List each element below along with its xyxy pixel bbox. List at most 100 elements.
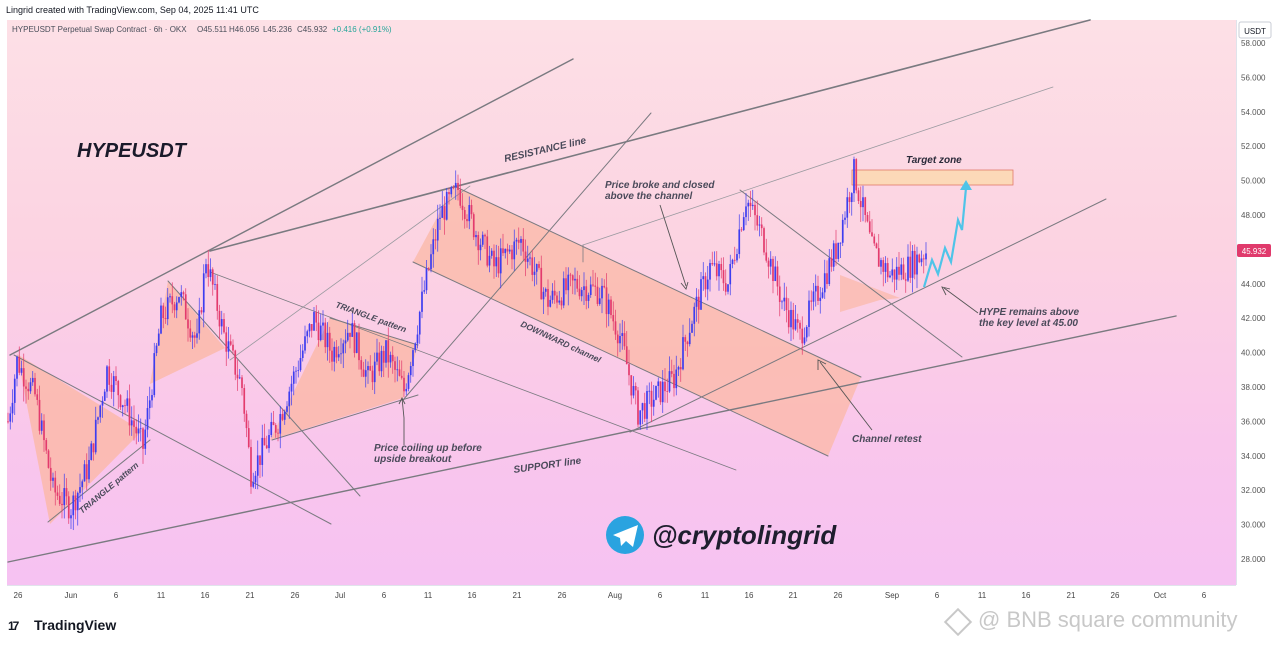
y-tick-label: 42.000: [1241, 314, 1266, 323]
candle-body: [490, 250, 493, 256]
candle-body: [160, 305, 162, 334]
candle-body: [691, 323, 693, 333]
x-tick-label: 21: [789, 591, 798, 600]
candle-body: [729, 264, 732, 285]
ohlc-open: O45.511: [197, 25, 228, 34]
candle-body: [769, 258, 772, 267]
candle-body: [745, 206, 747, 218]
candle-body: [666, 391, 669, 392]
candle-body: [882, 260, 885, 272]
candle-body: [679, 367, 682, 370]
candle-body: [688, 332, 691, 345]
candle-body: [227, 341, 230, 352]
candle-body: [749, 202, 752, 207]
candle-body: [805, 326, 808, 338]
time-axis[interactable]: [7, 585, 1236, 608]
candle-body: [236, 374, 239, 379]
candle-body: [398, 369, 401, 376]
candle-body: [812, 291, 815, 302]
candle-body: [488, 255, 491, 266]
ohlc-low: L45.236: [263, 25, 292, 34]
candle-body: [409, 366, 412, 376]
candle-body: [619, 336, 621, 344]
candle-body: [661, 381, 664, 403]
candle-body: [146, 408, 149, 430]
candle-body: [389, 354, 392, 363]
candle-body: [756, 215, 759, 226]
candle-body: [841, 219, 844, 243]
candle-body: [151, 395, 153, 401]
candle-body: [522, 238, 525, 252]
candle-body: [234, 350, 237, 375]
candle-body: [355, 332, 358, 353]
candle-body: [796, 319, 799, 323]
candle-body: [839, 242, 842, 244]
candle-body: [394, 361, 396, 370]
x-tick-label: 11: [701, 591, 710, 600]
candle-body: [162, 305, 165, 319]
candle-body: [169, 296, 171, 298]
candle-body: [718, 263, 720, 277]
candle-body: [382, 350, 385, 363]
candle-body: [202, 273, 205, 313]
candle-body: [263, 437, 266, 446]
candle-body: [214, 283, 216, 285]
retest-arrow-head: [817, 359, 827, 370]
candle-body: [36, 394, 39, 400]
candle-body: [286, 406, 288, 412]
telegram-handle[interactable]: @cryptolingrid: [652, 520, 837, 550]
candle-body: [155, 345, 158, 354]
candle-body: [88, 459, 90, 480]
candle-body: [542, 291, 545, 300]
price-axis[interactable]: [1236, 20, 1280, 585]
candle-body: [45, 440, 48, 451]
candle-body: [189, 328, 192, 338]
candle-body: [704, 276, 707, 290]
y-tick-label: 54.000: [1241, 108, 1266, 117]
candle-body: [436, 218, 439, 241]
candle-body: [641, 403, 644, 411]
candle-body: [229, 341, 232, 345]
candle-body: [99, 405, 102, 418]
candle-body: [574, 278, 576, 281]
candle-body: [304, 336, 306, 351]
candle-body: [686, 341, 689, 345]
candle-body: [443, 206, 446, 220]
candle-body: [862, 197, 864, 208]
candle-body: [562, 278, 565, 306]
candle-body: [157, 333, 160, 346]
candle-body: [589, 284, 592, 295]
candle-body: [164, 318, 167, 320]
candle-body: [742, 217, 745, 231]
candle-body: [385, 340, 387, 363]
x-tick-label: 26: [14, 591, 23, 600]
candle-body: [243, 388, 246, 414]
credit-text: Lingrid created with TradingView.com, Se…: [6, 5, 259, 15]
candle-body: [639, 410, 642, 425]
candle-body: [79, 487, 81, 493]
candle-body: [868, 221, 871, 233]
candle-body: [56, 492, 59, 496]
telegram-plane-icon: [613, 525, 638, 547]
candle-body: [625, 346, 628, 365]
candle-body: [470, 205, 473, 215]
candle-body: [493, 250, 495, 267]
candle-body: [785, 297, 788, 311]
candle-body: [918, 254, 921, 263]
candle-body: [711, 263, 714, 265]
candle-body: [430, 254, 432, 270]
breakout-line: [402, 112, 652, 401]
candle-body: [38, 399, 41, 431]
candles: [7, 156, 927, 531]
candle-body: [207, 264, 210, 278]
x-tick-label: 11: [424, 591, 433, 600]
current-price-badge: [1237, 244, 1271, 257]
candle-body: [922, 258, 925, 260]
candle-body: [270, 421, 273, 436]
currency-box[interactable]: [1238, 21, 1272, 39]
candle-body: [337, 354, 340, 358]
candle-body: [61, 503, 63, 506]
candle-body: [727, 284, 729, 292]
candle-body: [362, 369, 365, 377]
candle-body: [54, 477, 57, 493]
